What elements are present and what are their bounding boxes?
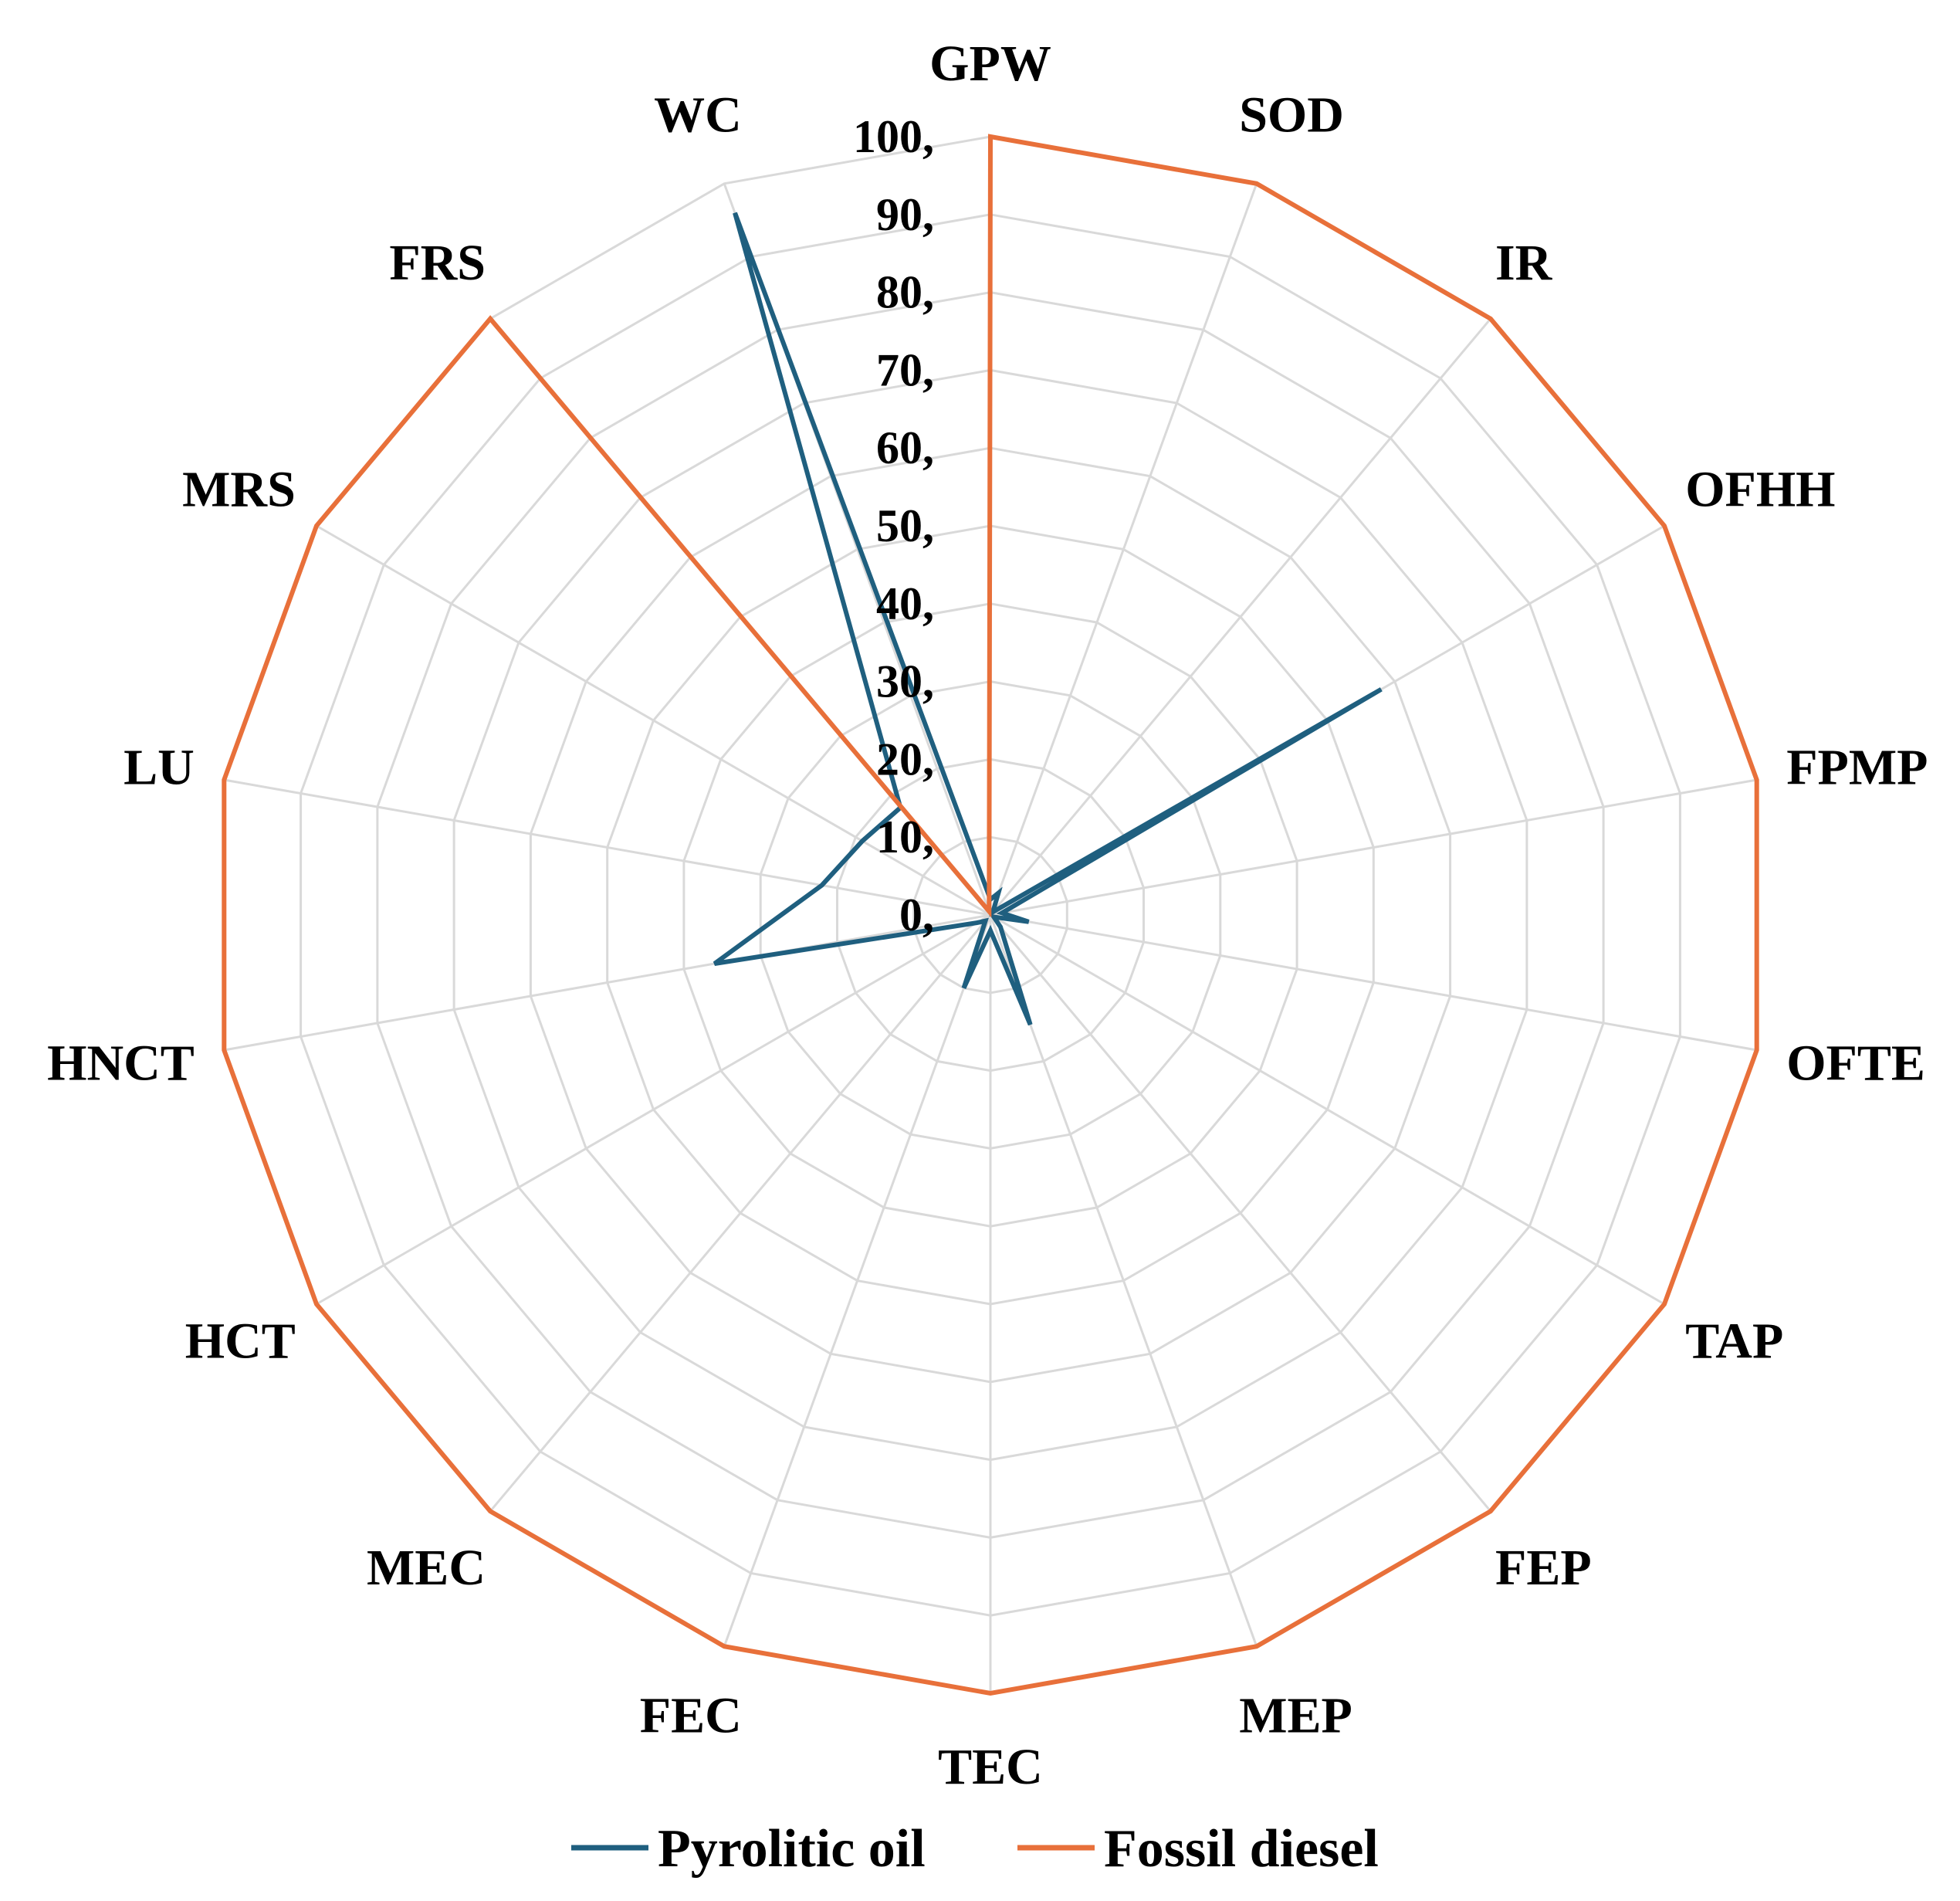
radial-tick-label: 70, [876, 344, 934, 395]
category-label-fec: FEC [640, 1688, 742, 1744]
category-label-mep: MEP [1239, 1688, 1352, 1744]
series-line-fossil-diesel [222, 134, 1759, 1696]
radial-tick-labels: 0, 10, 20, 30, 40, 50, 60, 70, 80, 90, 100, [853, 111, 934, 940]
category-labels: GPW SOD IR OFHH FPMP OFTE TAP FEP MEP TEC FEC MEC HC… [47, 36, 1928, 1795]
spoke-line [723, 914, 992, 1647]
category-label-hct: HCT [185, 1313, 296, 1370]
legend-item-pyrolitic-oil: Pyrolitic oil [571, 1819, 926, 1879]
spoke-line [990, 778, 1757, 917]
category-label-lu: LU [124, 740, 195, 796]
legend-label: Pyrolitic oil [658, 1819, 926, 1879]
radial-tick-label: 100, [853, 111, 934, 162]
legend: Pyrolitic oil Fossil diesel [571, 1819, 1379, 1879]
legend-label: Fossil diesel [1104, 1819, 1379, 1879]
radial-tick-label: 20, [876, 734, 934, 784]
spoke-line [316, 913, 991, 1306]
radial-tick-label: 60, [876, 422, 934, 473]
radial-tick-label: 90, [876, 189, 934, 240]
radial-tick-label: 30, [876, 656, 934, 707]
radial-tick-label: 40, [876, 578, 934, 629]
series-lines [222, 134, 1759, 1696]
spoke-line [224, 913, 991, 1052]
category-label-fpmp: FPMP [1786, 740, 1928, 796]
category-label-ir: IR [1495, 235, 1553, 291]
category-label-frs: FRS [389, 235, 486, 291]
category-label-tec: TEC [938, 1739, 1043, 1795]
category-label-tap: TAP [1685, 1313, 1783, 1370]
spoke-line [316, 524, 991, 917]
legend-item-fossil-diesel: Fossil diesel [1017, 1819, 1379, 1879]
radial-tick-label: 0, [899, 890, 934, 940]
category-label-ofte: OFTE [1786, 1035, 1925, 1092]
category-label-wc: WC [654, 87, 742, 144]
category-label-hnct: HNCT [47, 1035, 195, 1092]
spoke-line [990, 913, 1757, 1052]
series-line-pyrolitic-oil [713, 212, 1383, 1026]
category-label-fep: FEP [1495, 1540, 1592, 1596]
spoke-line [989, 317, 1492, 916]
category-label-ofhh: OFHH [1685, 462, 1835, 518]
category-label-mrs: MRS [182, 462, 296, 518]
spoke-line [990, 913, 1665, 1306]
category-label-sod: SOD [1239, 87, 1344, 144]
spoke-line [489, 914, 992, 1513]
category-label-mec: MEC [367, 1540, 486, 1596]
spoke-line [224, 778, 991, 917]
spoke-line [989, 914, 1258, 1647]
category-label-gpw: GPW [929, 36, 1051, 92]
radial-tick-label: 80, [876, 267, 934, 318]
radial-tick-label: 10, [876, 812, 934, 862]
radial-tick-label: 50, [876, 500, 934, 551]
spoke-line [989, 183, 1258, 916]
spoke-line [989, 914, 1492, 1513]
